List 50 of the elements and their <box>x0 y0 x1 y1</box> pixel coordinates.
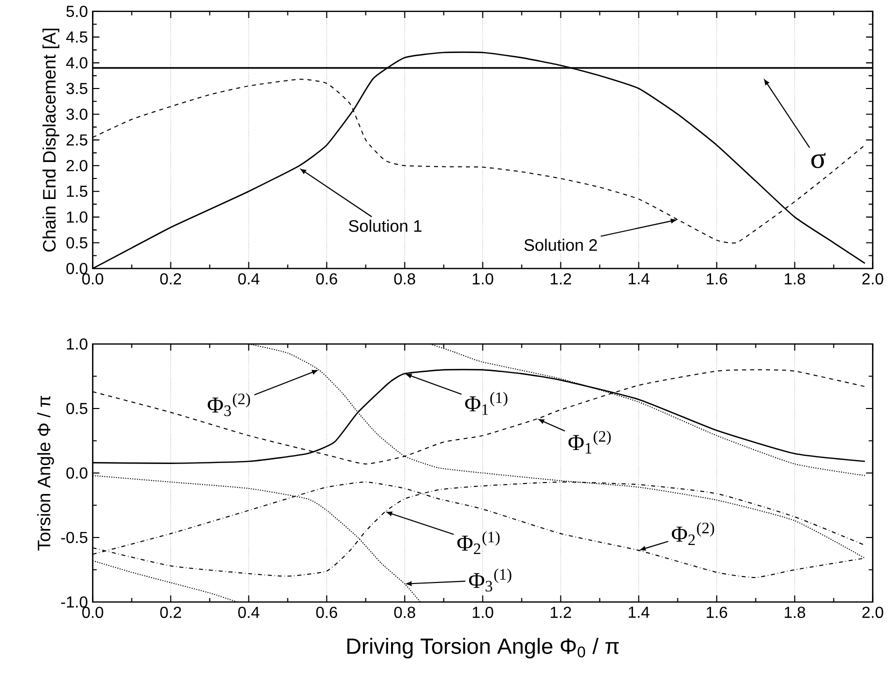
y-tick-label: 1.5 <box>66 186 88 197</box>
annotation: Φ$_{3}$(2) <box>208 393 250 416</box>
y-tick-label: -1.0 <box>61 596 88 608</box>
y-axis-title: Chain End Displacement [A] <box>42 28 60 252</box>
x-tick-label: 0.0 <box>82 606 104 618</box>
y-tick-label: 4.0 <box>66 57 88 68</box>
y-tick-label: 0.5 <box>66 237 88 248</box>
x-tick-label: 1.0 <box>472 273 494 285</box>
y-tick-label: 3.0 <box>66 108 88 120</box>
y-tick-label: 3.5 <box>66 82 88 94</box>
y-tick-label: 1.0 <box>66 211 88 223</box>
x-tick-label: 1.8 <box>784 273 806 285</box>
y-tick-label: 2.0 <box>66 160 88 172</box>
x-tick-label: 0.6 <box>316 606 338 618</box>
annotation: Solution 1 <box>348 220 422 232</box>
y-tick-label: -0.5 <box>61 532 88 544</box>
x-tick-label: 0.2 <box>160 273 182 285</box>
x-tick-label: 0.8 <box>394 606 416 618</box>
annotation: Φ$_{2}$(1) <box>457 531 500 554</box>
x-tick-label: 1.2 <box>550 606 572 618</box>
x-tick-label: 2.0 <box>862 273 884 285</box>
x-tick-label: 1.4 <box>628 606 650 618</box>
x-tick-label: 0.4 <box>238 273 260 285</box>
x-tick-label: 2.0 <box>862 606 884 618</box>
y-tick-label: 1.0 <box>66 338 88 350</box>
annotation: Φ$_{3}$(1) <box>469 568 512 592</box>
x-tick-label: 0.0 <box>82 273 104 285</box>
x-axis-title: Driving Torsion Angle Φ$_{0}$ / π <box>347 638 619 658</box>
x-tick-label: 0.4 <box>238 606 260 618</box>
y-tick-label: 0.5 <box>66 402 88 414</box>
y-tick-label: 2.5 <box>66 134 88 146</box>
y-tick-label: 0.0 <box>66 262 88 274</box>
x-tick-label: 0.2 <box>160 606 182 618</box>
y-tick-label: 4.5 <box>66 32 88 43</box>
y-tick-label: 0.0 <box>66 467 88 479</box>
x-tick-label: 0.6 <box>316 273 338 285</box>
annotation: Φ$_{1}$(1) <box>465 392 508 415</box>
y-axis-title: Torsion Angle Φ / π <box>37 396 54 551</box>
x-tick-label: 1.8 <box>784 606 806 618</box>
y-tick-label: 5.0 <box>66 6 88 18</box>
x-tick-label: 0.8 <box>394 273 416 285</box>
x-tick-label: 1.4 <box>628 273 650 284</box>
x-tick-label: 1.0 <box>472 606 494 618</box>
legend-label: σ <box>811 152 826 168</box>
x-tick-label: 1.2 <box>550 273 572 284</box>
annotation: Φ$_{2}$(2) <box>672 522 714 546</box>
x-tick-label: 1.6 <box>706 273 728 285</box>
annotation: Solution 2 <box>524 238 597 251</box>
x-tick-label: 1.6 <box>706 606 728 618</box>
annotation: Φ$_{1}$(2) <box>568 430 611 454</box>
